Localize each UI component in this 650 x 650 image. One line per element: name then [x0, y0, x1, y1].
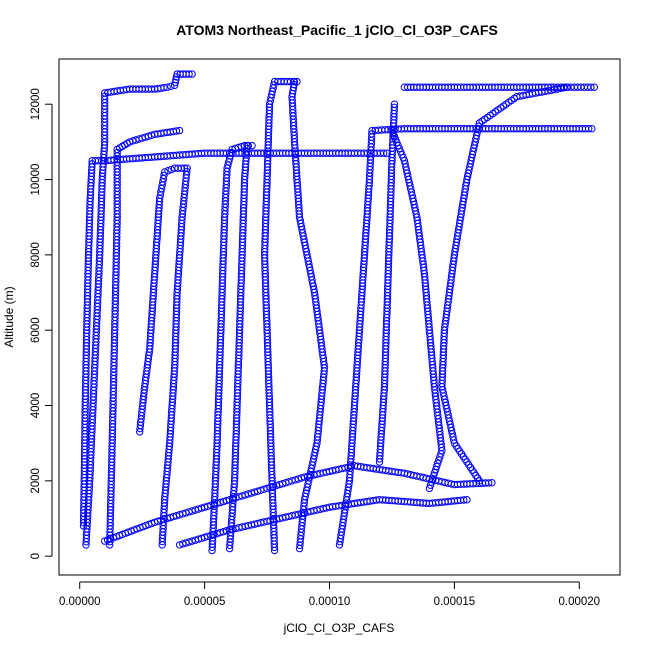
data-point — [585, 125, 593, 133]
series-group — [335, 125, 596, 549]
data-point — [430, 469, 439, 477]
series-group — [388, 126, 446, 493]
data-point — [175, 126, 184, 135]
y-tick-label: 6000 — [30, 317, 42, 343]
data-point — [590, 83, 598, 91]
data-point — [435, 456, 443, 464]
data-point — [183, 167, 191, 176]
data-point — [475, 122, 483, 130]
series-group — [288, 77, 329, 553]
data-point — [172, 127, 181, 135]
data-point — [185, 70, 193, 78]
data-point — [160, 171, 168, 180]
chart-title: ATOM3 Northeast_Pacific_1 jClO_Cl_O3P_CA… — [176, 22, 498, 38]
data-point — [460, 496, 468, 504]
data-point — [588, 125, 596, 133]
x-axis: 0.00000 0.00005 0.00010 0.00015 0.00020 — [59, 581, 600, 608]
series-group — [438, 83, 571, 485]
series-group — [136, 164, 189, 436]
data-point — [290, 80, 298, 89]
y-tick-label: 0 — [30, 553, 42, 559]
x-axis-label: jClO_Cl_O3P_CAFS — [283, 621, 395, 635]
data-point — [434, 459, 442, 467]
y-tick-label: 8000 — [30, 242, 42, 268]
data-point — [433, 462, 441, 471]
data-point — [425, 484, 434, 493]
series-group — [82, 70, 196, 549]
data-point — [167, 165, 176, 174]
y-axis-label: Altitude (m) — [2, 286, 16, 347]
data-point — [390, 103, 398, 112]
data-point — [177, 164, 186, 172]
data-point — [227, 148, 236, 157]
y-axis: 0 2000 4000 6000 8000 10000 12000 — [30, 88, 53, 559]
data-point — [587, 83, 595, 91]
series-layer — [79, 70, 598, 555]
series-group — [106, 126, 184, 549]
series-group — [101, 462, 496, 545]
data-point — [160, 84, 168, 92]
series-group — [400, 83, 598, 91]
x-tick-label: 0.00005 — [184, 596, 226, 608]
data-point — [172, 76, 180, 84]
data-point — [388, 126, 396, 135]
data-point — [380, 149, 388, 157]
data-point — [167, 82, 175, 91]
data-point — [290, 77, 299, 86]
data-point — [243, 141, 251, 150]
x-tick-label: 0.00015 — [434, 596, 476, 608]
series-group — [375, 100, 399, 466]
data-point — [183, 164, 191, 172]
plot-frame — [58, 58, 621, 576]
y-tick-label: 12000 — [30, 88, 42, 120]
data-point — [163, 83, 171, 91]
data-point — [188, 70, 196, 78]
x-tick-label: 0.00020 — [558, 596, 600, 608]
series-group — [175, 496, 471, 549]
y-tick-label: 2000 — [30, 468, 42, 494]
data-point — [488, 479, 496, 487]
x-tick-label: 0.00000 — [59, 596, 101, 608]
x-tick-label: 0.00010 — [309, 596, 351, 608]
series-group — [158, 164, 191, 549]
data-point — [463, 496, 471, 504]
data-point — [164, 167, 172, 175]
series-group — [225, 141, 251, 553]
data-point — [243, 145, 251, 153]
series-group — [79, 149, 391, 530]
y-tick-label: 4000 — [30, 393, 42, 419]
data-point — [171, 78, 180, 87]
data-point — [161, 168, 169, 176]
y-tick-label: 10000 — [30, 164, 42, 196]
data-point — [485, 479, 493, 487]
data-point — [390, 100, 399, 108]
data-point — [436, 453, 444, 461]
